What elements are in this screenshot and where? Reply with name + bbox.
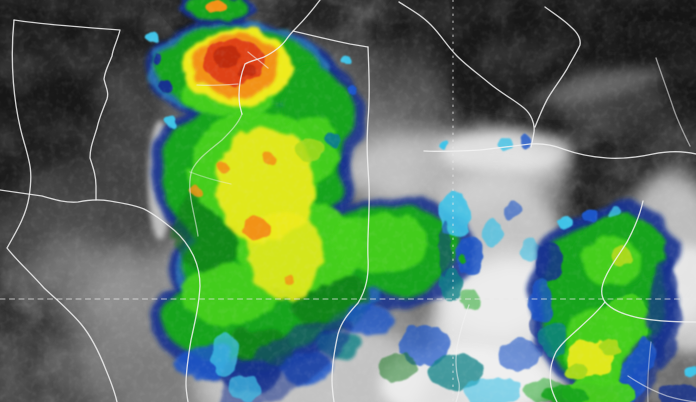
boundary-line-southeast [601,200,696,323]
boundary-line-southeast-branch [549,301,606,402]
boundary-line-river-south-center [455,304,470,402]
boundary-line-vertical-state [331,46,370,402]
boundary-line-state-corner [13,19,121,201]
boundary-line-river-northwest [398,1,535,148]
boundary-line-northeast [655,57,691,147]
county-line-segment [247,51,269,69]
boundary-line-east-west [423,143,696,159]
boundary-line-river-southwest [0,189,201,402]
boundary-line-corner-segment [647,341,652,402]
county-line-segment [189,113,243,237]
county-line-segment [189,171,232,185]
boundary-line-corner-segment [627,375,696,402]
boundary-line-horizontal-state [292,30,369,48]
county-line-segment [196,83,239,87]
boundary-line-diagonal [238,0,321,115]
boundary-line-west-edge [6,19,118,402]
boundary-line-river-loop [534,6,581,128]
